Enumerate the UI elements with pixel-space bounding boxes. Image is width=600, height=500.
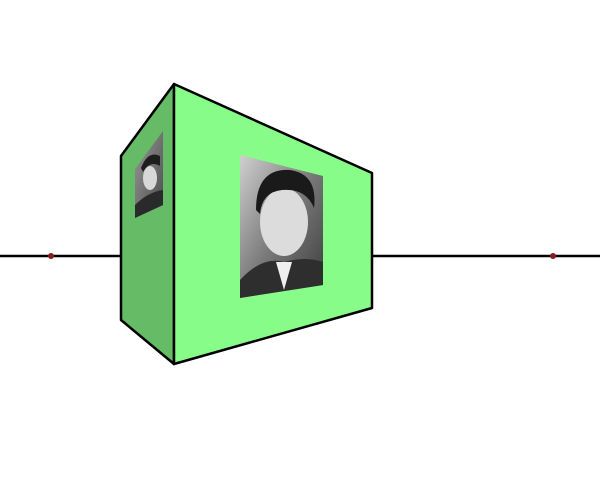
vanishing-point	[48, 253, 54, 259]
vanishing-point	[550, 253, 556, 259]
portrait-right	[240, 155, 323, 298]
box-left-face	[119, 82, 176, 366]
portrait-left	[135, 131, 163, 218]
